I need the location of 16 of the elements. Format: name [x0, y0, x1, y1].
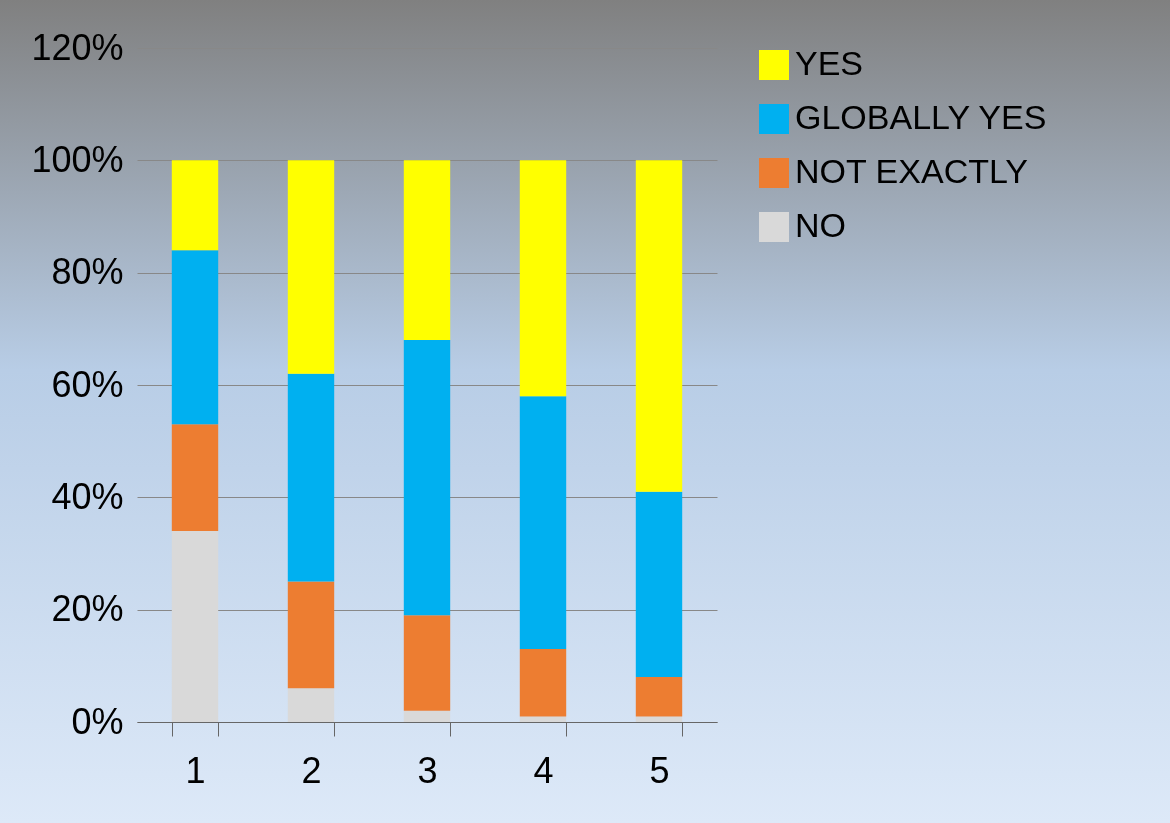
y-tick-label: 60%: [51, 363, 124, 405]
x-tick-label: 5: [649, 749, 670, 791]
x-tick-label: 4: [533, 749, 554, 791]
legend-label: YES: [795, 44, 864, 82]
x-tick-label: 3: [417, 749, 438, 791]
x-tick-label: 2: [301, 749, 322, 791]
legend-label: GLOBALLY YES: [795, 98, 1047, 136]
legend-label: NOT EXACTLY: [795, 152, 1029, 190]
y-tick-label: 0%: [71, 700, 124, 742]
legend-label: NO: [795, 206, 846, 244]
x-tick-label: 1: [185, 749, 206, 791]
y-tick-label: 40%: [51, 475, 124, 517]
y-tick-label: 20%: [51, 588, 124, 630]
y-tick-label: 100%: [31, 138, 124, 180]
y-tick-label: 80%: [51, 251, 124, 293]
y-tick-label: 120%: [31, 26, 124, 68]
